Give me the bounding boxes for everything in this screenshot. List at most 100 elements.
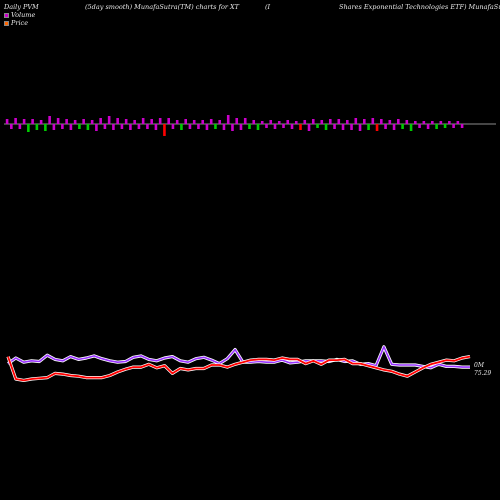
volume-bar [363,119,366,124]
volume-bar [320,120,324,124]
volume-bar [243,118,247,124]
volume-bar [273,124,277,129]
legend-price-label: Price [11,19,29,27]
volume-bar [456,121,460,124]
volume-bar [73,120,77,124]
volume-bar [201,120,205,124]
volume-bar [371,118,375,124]
volume-bar [418,124,421,128]
volume-bar [146,124,149,129]
volume-bar [345,120,349,124]
chart-header-right: Shares Exponential Technologies ETF) Mun… [339,3,500,11]
volume-bar [154,124,158,130]
volume-bar [209,119,213,124]
chart-header-middle: (5day smooth) MunafaSutra(TM) charts for… [85,3,239,11]
volume-bar [78,124,81,129]
volume-bar [180,124,183,130]
volume-bar [197,124,200,129]
volume-bar [99,118,102,124]
volume-bar [341,124,345,130]
volume-bar [133,120,136,124]
volume-bar [35,124,39,130]
volume-bar [31,119,34,124]
volume-bar [192,120,196,124]
volume-bar [431,121,434,124]
volume-bar [116,118,119,124]
volume-bar [460,124,464,128]
volume-bar [452,124,455,128]
volume-bar [18,124,22,129]
volume-bar [307,124,311,131]
volume-bar [350,124,353,130]
price-end-label: 75.29 [474,370,492,377]
volume-bar [150,119,153,124]
volume-bar [61,124,64,129]
volume-bar [158,118,162,124]
volume-bar [422,121,426,124]
volume-bar [409,124,413,131]
volume-bar [397,119,400,124]
volume-bar [384,124,387,129]
volume-bar [218,120,222,124]
volume-bar [282,124,285,128]
chart-header-paren: (I [265,3,271,11]
volume-bar [333,124,336,129]
volume-bar [303,120,307,124]
volume-bar [414,121,417,124]
volume-bar [286,120,290,124]
volume-bar [405,120,409,124]
volume-bar [167,118,170,124]
volume-bar [39,120,43,124]
volume-bar [14,118,17,124]
legend-volume-label: Volume [11,11,36,19]
volume-bar [69,124,73,130]
volume-bar [252,120,256,124]
volume-bar [435,124,438,129]
volume-bar [188,124,192,129]
volume-bar [269,120,273,124]
volume-bar [82,119,85,124]
volume-bar [299,124,302,130]
volume-bar [401,124,404,129]
volume-bar [277,121,281,124]
volume-bar [448,121,451,124]
volume-bar [392,124,396,130]
volume-line [7,345,470,369]
volume-bar [265,124,268,128]
volume-bar [141,118,145,124]
volume-bar [163,124,166,136]
legend-price-swatch [4,20,9,26]
volume-bar [205,124,209,130]
volume-bar [124,119,128,124]
volume-bar [44,124,47,131]
volume-bar [184,119,187,124]
legend-volume: Volume [4,11,35,19]
volume-bar [222,124,226,130]
volume-bar [248,124,251,129]
volume-bar [290,124,294,129]
volume-bar [90,120,94,124]
volume-bar [103,124,107,129]
volume-bar [358,124,362,131]
volume-bar [354,118,358,124]
volume-bar [5,119,9,124]
volume-bar [294,121,298,124]
volume-bar [443,124,447,128]
volume-bar [375,124,379,131]
volume-bar [112,124,115,130]
volume-bar [235,118,239,124]
volume-bar [380,119,383,124]
volume-bar [107,116,111,124]
volume-bar [95,124,98,131]
volume-bar [328,119,332,124]
volume-bar [22,119,26,124]
volume-bar [439,121,443,124]
volume-bar [260,121,264,124]
volume-bar [171,124,175,129]
legend-volume-swatch [4,12,9,18]
volume-bar [56,118,60,124]
volume-bar [239,124,243,130]
volume-bar [52,124,56,130]
